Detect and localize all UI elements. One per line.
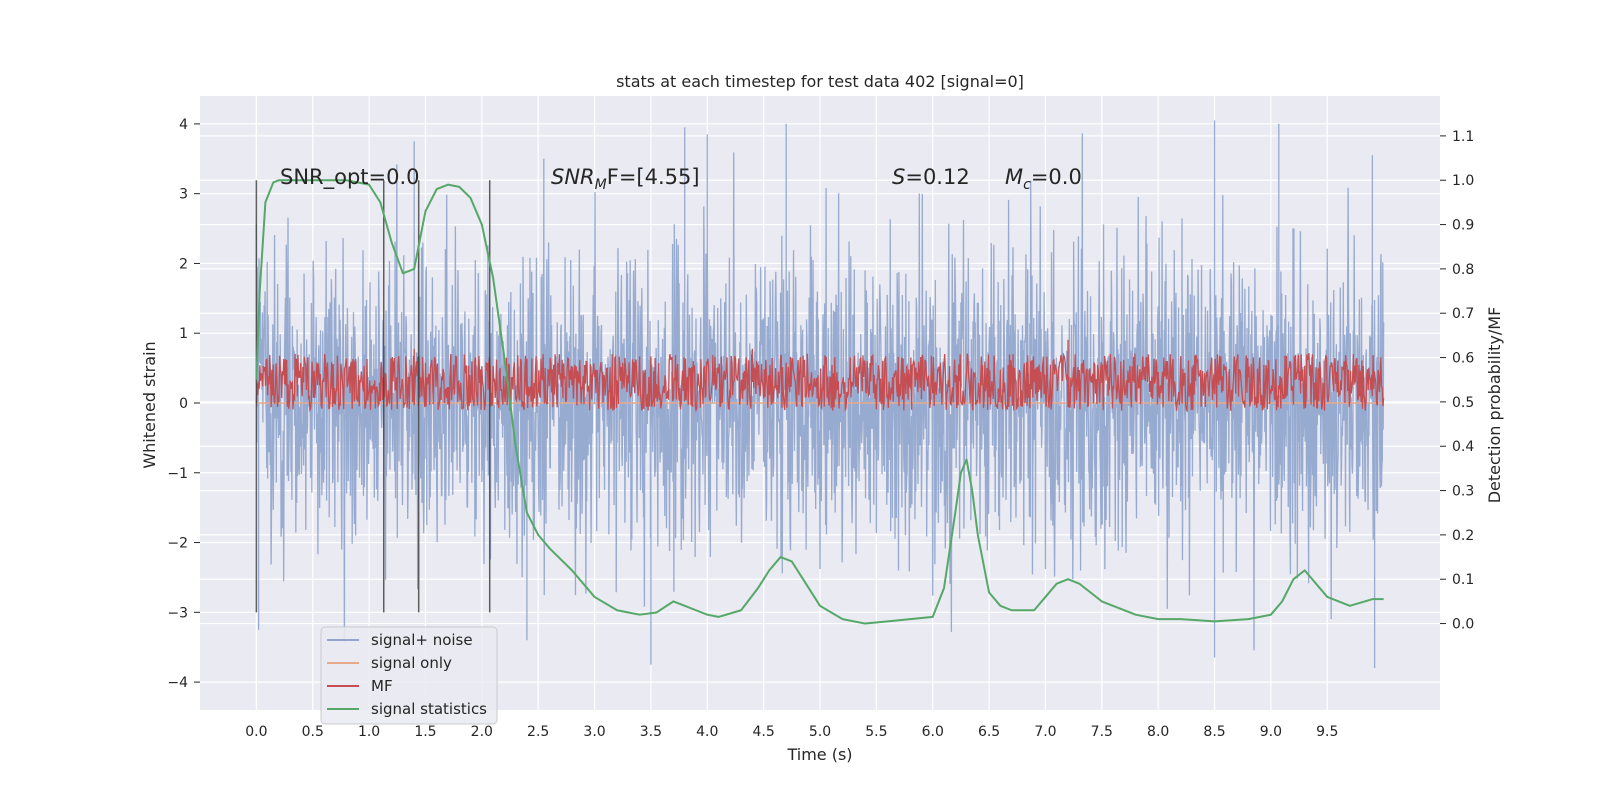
left-axis-label: Whitened strain (140, 341, 159, 468)
right-tick-label: 1.0 (1452, 173, 1474, 189)
signal-plus-noise-line (255, 120, 1385, 669)
right-axis-label: Detection probability/MF (1485, 307, 1504, 504)
legend-label-signal-statistics: signal statistics (371, 700, 487, 718)
annotation-mc: Mc=0.0 (1005, 165, 1082, 193)
right-tick-label: 1.1 (1452, 129, 1474, 145)
x-tick-label: 8.0 (1147, 724, 1169, 740)
x-tick-label: 8.5 (1203, 724, 1225, 740)
left-tick-label: 2 (179, 256, 188, 272)
x-tick-label: 2.0 (471, 724, 493, 740)
right-tick-label: 0.4 (1452, 439, 1474, 455)
x-tick-label: 3.5 (640, 724, 662, 740)
legend-label-mf: MF (371, 677, 393, 695)
x-tick-label: 0.0 (245, 724, 267, 740)
right-tick-label: 0.0 (1452, 617, 1474, 633)
chart-title: stats at each timestep for test data 402… (616, 72, 1024, 91)
x-tick-label: 4.0 (696, 724, 718, 740)
x-tick-label: 4.5 (753, 724, 775, 740)
x-tick-label: 9.5 (1316, 724, 1338, 740)
x-tick-labels: 0.0 0.5 1.0 1.5 2.0 2.5 3.0 3.5 4.0 4.5 5.0 5.5 6.0 6… (245, 724, 1338, 740)
x-axis-label: Time (s) (786, 745, 852, 764)
annotation-snr-mf: SNRMF=[4.55] (551, 165, 700, 193)
left-tick-label: 1 (179, 326, 188, 342)
right-tick-label: 0.3 (1452, 484, 1474, 500)
x-tick-label: 3.0 (583, 724, 605, 740)
left-tick-label: 3 (179, 187, 188, 203)
legend-label-signal-plus-noise: signal+ noise (371, 631, 473, 649)
left-tick-label: −4 (167, 675, 188, 691)
x-tick-label: 0.5 (302, 724, 324, 740)
right-tick-label: 0.7 (1452, 306, 1474, 322)
annotation-s: S=0.12 (892, 165, 970, 189)
right-tick-label: 0.5 (1452, 395, 1474, 411)
left-tick-label: 0 (179, 396, 188, 412)
x-tick-label: 9.0 (1260, 724, 1282, 740)
x-tick-label: 6.0 (922, 724, 944, 740)
x-tick-label: 1.0 (358, 724, 380, 740)
right-tick-label: 0.9 (1452, 218, 1474, 234)
mf-series (255, 339, 1385, 413)
signal-statistics-series (255, 179, 1384, 625)
right-tick-label: 0.8 (1452, 262, 1474, 278)
right-tick-labels: 1.1 1.0 0.9 0.8 0.7 0.6 0.5 0.4 0.3 0.2 0.1 0.0 (1440, 129, 1474, 633)
right-tick-label: 0.6 (1452, 351, 1474, 367)
mf-line (255, 339, 1385, 413)
vertical-markers (255, 180, 491, 613)
x-tick-label: 5.0 (809, 724, 831, 740)
legend-box (320, 626, 498, 725)
left-tick-label: −2 (167, 536, 188, 552)
left-tick-label: 4 (179, 117, 188, 133)
x-tick-label: 1.5 (414, 724, 436, 740)
x-tick-label: 7.0 (1034, 724, 1056, 740)
signal-statistics-line (255, 179, 1384, 625)
right-tick-label: 0.1 (1452, 572, 1474, 588)
x-tick-label: 7.5 (1091, 724, 1113, 740)
legend: signal+ noise signal only MF signal stat… (320, 626, 498, 725)
annotation-snr-opt: SNR_opt=0.0 (280, 165, 420, 190)
signal-plus-noise-series (255, 120, 1385, 669)
left-tick-label: −3 (167, 605, 188, 621)
left-tick-label: −1 (167, 466, 188, 482)
x-tick-label: 5.5 (865, 724, 887, 740)
x-tick-label: 6.5 (978, 724, 1000, 740)
left-tick-labels: 4 3 2 1 0 −1 −2 −3 −4 (167, 117, 200, 691)
legend-label-signal-only: signal only (371, 654, 452, 672)
x-tick-label: 2.5 (527, 724, 549, 740)
right-tick-label: 0.2 (1452, 528, 1474, 544)
